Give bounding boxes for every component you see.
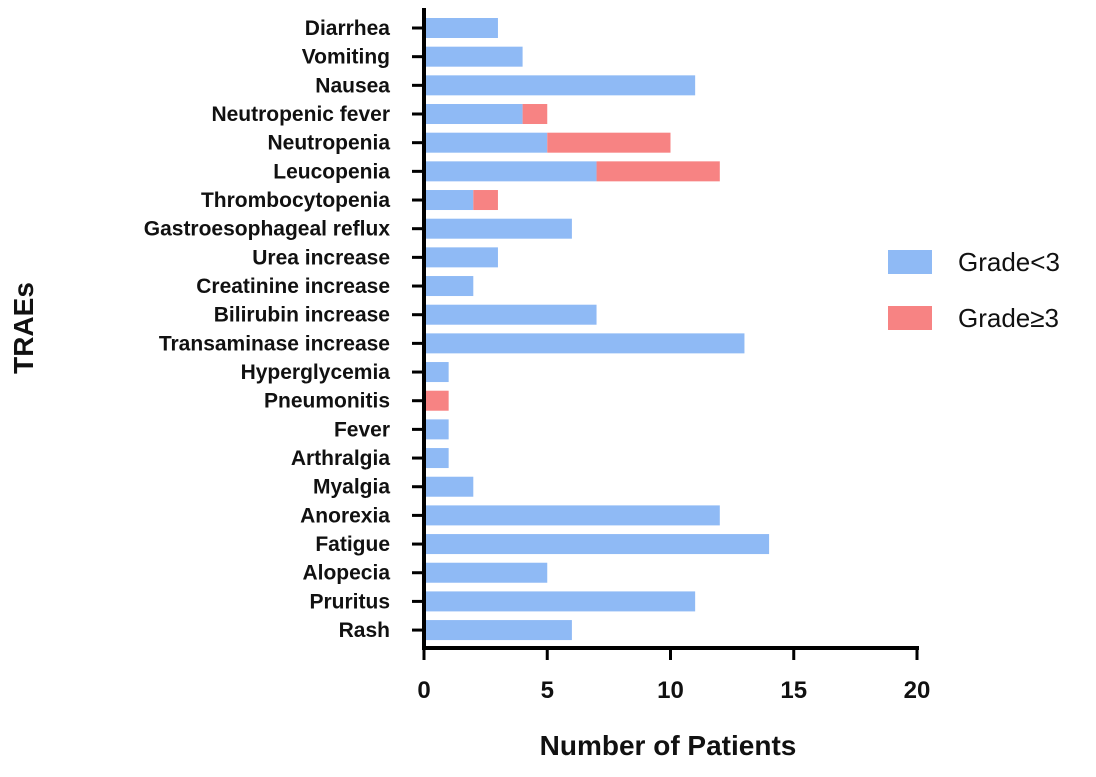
bar-hyperglycemia-grade-lt-3	[424, 362, 449, 383]
bar-neutropenia-grade-lt-3	[424, 132, 548, 153]
category-label-pneumonitis: Pneumonitis	[264, 390, 390, 413]
category-label-hyperglycemia: Hyperglycemia	[241, 361, 391, 384]
category-label-bilirubin-increase: Bilirubin increase	[214, 304, 390, 327]
category-label-transaminase-increase: Transaminase increase	[159, 332, 390, 355]
x-tick-label: 5	[541, 677, 554, 704]
bar-neutropenia-grade-ge-3	[547, 132, 671, 153]
category-label-neutropenia: Neutropenia	[267, 132, 390, 155]
x-tick-label: 20	[904, 677, 931, 704]
x-axis-ticks: 0 5 10 15 20	[417, 648, 930, 704]
bar-bilirubin-increase-grade-lt-3	[424, 304, 597, 325]
bar-anorexia-grade-lt-3	[424, 505, 720, 526]
category-label-gastroesophageal-reflux: Gastroesophageal reflux	[144, 218, 391, 241]
category-label-leucopenia: Leucopenia	[273, 160, 390, 183]
category-label-nausea: Nausea	[315, 74, 390, 97]
bar-fatigue-grade-lt-3	[424, 534, 770, 555]
bar-fever-grade-lt-3	[424, 419, 449, 440]
bar-leucopenia-grade-ge-3	[596, 161, 720, 182]
category-label-fatigue: Fatigue	[315, 533, 390, 556]
category-label-neutropenic-fever: Neutropenic fever	[211, 103, 390, 126]
bar-nausea-grade-lt-3	[424, 75, 696, 96]
category-label-diarrhea: Diarrhea	[305, 17, 391, 40]
x-tick-label: 0	[417, 677, 430, 704]
category-label-fever: Fever	[334, 418, 390, 441]
bar-pruritus-grade-lt-3	[424, 591, 696, 612]
category-labels: Diarrhea Vomiting Nausea Neutropenic fever N…	[144, 17, 424, 642]
x-tick-label: 10	[657, 677, 684, 704]
bar-pneumonitis-grade-ge-3	[424, 390, 449, 411]
bar-rash-grade-lt-3	[424, 620, 572, 641]
bar-creatinine-increase-grade-lt-3	[424, 276, 474, 297]
legend-label-grade-ge-3: Grade≥3	[958, 303, 1059, 333]
category-label-pruritus: Pruritus	[309, 590, 390, 613]
category-label-rash: Rash	[339, 619, 390, 642]
bar-neutropenic-fever-grade-ge-3	[522, 104, 548, 125]
bar-vomiting-grade-lt-3	[424, 46, 523, 67]
bar-alopecia-grade-lt-3	[424, 562, 548, 583]
category-label-vomiting: Vomiting	[302, 46, 390, 69]
category-label-thrombocytopenia: Thrombocytopenia	[201, 189, 390, 212]
y-axis-title: TRAEs	[8, 282, 39, 374]
category-label-creatinine-increase: Creatinine increase	[196, 275, 390, 298]
bars-layer	[424, 18, 770, 641]
bar-transaminase-increase-grade-lt-3	[424, 333, 745, 354]
category-label-arthralgia: Arthralgia	[291, 447, 391, 470]
legend-swatch-grade-lt-3	[888, 250, 932, 274]
bar-diarrhea-grade-lt-3	[424, 18, 498, 38]
category-label-anorexia: Anorexia	[300, 504, 390, 527]
bar-leucopenia-grade-lt-3	[424, 161, 597, 182]
bar-neutropenic-fever-grade-lt-3	[424, 104, 523, 125]
x-tick-label: 15	[780, 677, 807, 704]
bar-thrombocytopenia-grade-ge-3	[473, 190, 498, 211]
legend: Grade<3 Grade≥3	[888, 247, 1060, 333]
bar-urea-increase-grade-lt-3	[424, 247, 498, 268]
bar-thrombocytopenia-grade-lt-3	[424, 190, 474, 211]
bar-gastroesophageal-reflux-grade-lt-3	[424, 218, 572, 239]
category-label-urea-increase: Urea increase	[252, 246, 390, 269]
legend-swatch-grade-ge-3	[888, 306, 932, 330]
bar-arthralgia-grade-lt-3	[424, 448, 449, 469]
category-label-myalgia: Myalgia	[313, 476, 390, 499]
bar-myalgia-grade-lt-3	[424, 476, 474, 497]
legend-label-grade-lt-3: Grade<3	[958, 247, 1060, 277]
category-label-alopecia: Alopecia	[302, 562, 390, 585]
x-axis-title: Number of Patients	[540, 730, 797, 761]
